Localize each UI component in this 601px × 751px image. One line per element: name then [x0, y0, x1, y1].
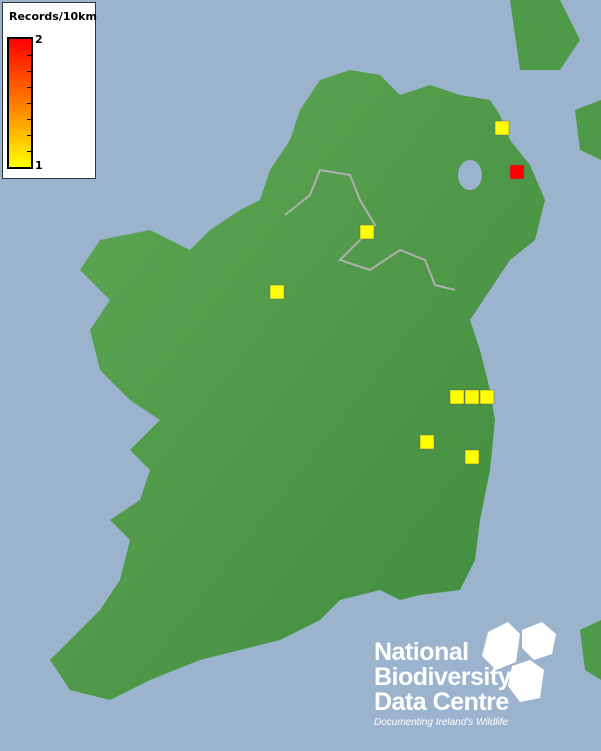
- lough-neagh: [458, 160, 482, 190]
- border-line: [284, 168, 456, 291]
- record-square[interactable]: [479, 389, 495, 405]
- record-square[interactable]: [359, 224, 375, 240]
- legend: Records/10km 2 1: [2, 2, 97, 179]
- record-square[interactable]: [269, 284, 285, 300]
- record-square[interactable]: [509, 164, 525, 180]
- legend-max-label: 2: [35, 33, 43, 46]
- ireland-landmass: [50, 70, 545, 700]
- wales-landmass: [580, 620, 601, 680]
- scotland-island: [575, 100, 601, 160]
- legend-color-bar: [7, 37, 33, 169]
- nbdc-logo: National Biodiversity Data Centre Docume…: [374, 622, 556, 728]
- logo-hexagons-icon: [482, 622, 556, 702]
- record-square[interactable]: [449, 389, 465, 405]
- record-square[interactable]: [464, 449, 480, 465]
- scotland-landmass: [510, 0, 580, 70]
- record-square[interactable]: [464, 389, 480, 405]
- legend-min-label: 1: [35, 159, 43, 172]
- record-square[interactable]: [494, 120, 510, 136]
- legend-title: Records/10km: [9, 10, 97, 23]
- record-square[interactable]: [419, 434, 435, 450]
